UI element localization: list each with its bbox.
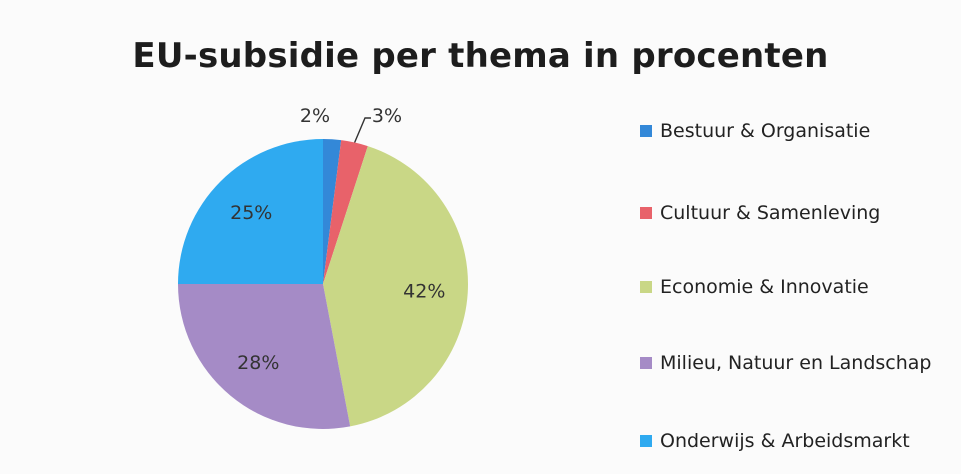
legend-label: Economie & Innovatie	[660, 276, 869, 298]
chart-title: EU-subsidie per thema in procenten	[132, 36, 829, 76]
pie-slice-5	[178, 139, 323, 284]
legend-item: Economie & Innovatie	[640, 274, 952, 301]
legend-item: Milieu, Natuur en Landschap	[640, 350, 952, 377]
leader-line	[353, 117, 371, 143]
legend-swatch	[640, 357, 652, 369]
slice-value-label-5: 25%	[230, 202, 272, 224]
pie-slice-3	[323, 146, 468, 427]
slice-value-label-1: 2%	[300, 105, 330, 127]
legend-label: Bestuur & Organisatie	[660, 120, 871, 142]
pie-slice-4	[178, 284, 351, 429]
pie-slice-1	[323, 139, 342, 284]
legend-swatch	[640, 435, 652, 447]
legend-swatch	[640, 281, 652, 293]
legend-swatch	[640, 125, 652, 137]
legend-swatch	[640, 207, 652, 219]
legend-item: Onderwijs & Arbeidsmarkt	[640, 428, 952, 455]
pie-slice-2	[323, 140, 368, 284]
slice-value-label-4: 28%	[237, 352, 279, 374]
legend-item: Cultuur & Samenleving	[640, 200, 952, 227]
slice-value-label-2: 3%	[372, 105, 402, 127]
legend-label: Milieu, Natuur en Landschap	[660, 352, 932, 374]
legend-label: Cultuur & Samenleving	[660, 202, 881, 224]
legend-label: Onderwijs & Arbeidsmarkt	[660, 430, 910, 452]
legend-item: Bestuur & Organisatie	[640, 118, 952, 145]
slice-value-label-3: 42%	[403, 280, 445, 302]
